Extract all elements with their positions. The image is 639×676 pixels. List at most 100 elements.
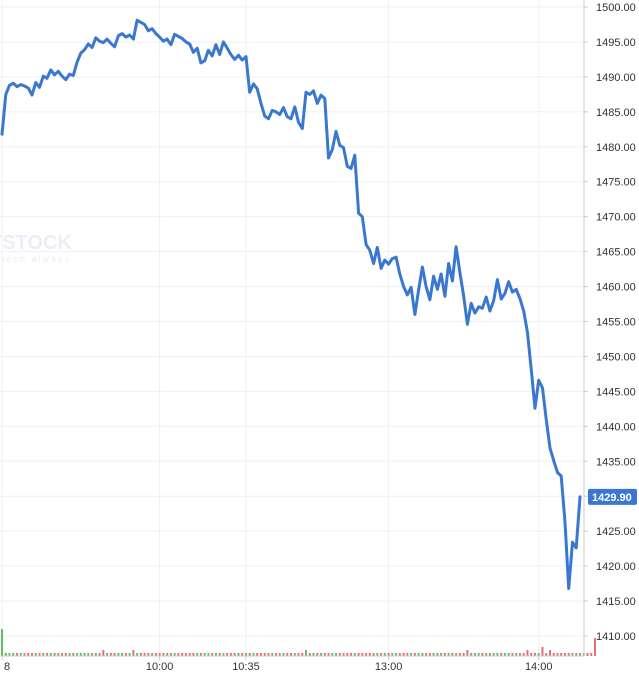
- volume-bar: [338, 653, 341, 656]
- volume-bars: [1, 629, 597, 656]
- volume-bar: [53, 653, 56, 656]
- volume-bar: [121, 653, 124, 656]
- volume-bar: [530, 653, 533, 656]
- x-axis: 8 10:00 10:35 13:00 14:00: [1, 656, 553, 673]
- volume-bar: [548, 650, 551, 656]
- watermark-sub: tech always: [2, 254, 71, 264]
- volume-bar: [353, 653, 356, 656]
- volume-bar: [537, 653, 540, 656]
- volume-bar: [237, 653, 240, 656]
- volume-bar: [376, 653, 379, 656]
- volume-bar: [428, 653, 431, 656]
- volume-bar: [391, 653, 394, 656]
- volume-bar: [132, 650, 135, 656]
- volume-bar: [492, 653, 495, 656]
- volume-bar: [522, 653, 525, 656]
- volume-bar: [271, 653, 274, 656]
- y-tick-label: 1445.00: [596, 386, 636, 398]
- volume-bar: [256, 653, 259, 656]
- volume-bar: [380, 653, 383, 656]
- volume-bar: [286, 653, 289, 656]
- volume-bar: [496, 653, 499, 656]
- y-tick-label: 1465.00: [596, 247, 636, 259]
- volume-bar: [383, 653, 386, 656]
- y-tick-label: 1455.00: [596, 317, 636, 329]
- volume-bar: [169, 653, 172, 656]
- volume-bar: [515, 653, 518, 656]
- volume-bar: [511, 653, 514, 656]
- volume-bar: [222, 653, 225, 656]
- volume-bar: [421, 653, 424, 656]
- volume-bar: [252, 653, 255, 656]
- volume-bar: [214, 653, 217, 656]
- volume-bar: [500, 653, 503, 656]
- volume-bar: [398, 653, 401, 656]
- volume-bar: [38, 653, 41, 656]
- volume-bar: [49, 653, 52, 656]
- y-tick-label: 1460.00: [596, 282, 636, 294]
- y-tick-label: 1435.00: [596, 456, 636, 468]
- volume-bar: [443, 653, 446, 656]
- volume-bar: [278, 653, 281, 656]
- volume-bar: [8, 653, 11, 656]
- volume-bar: [94, 653, 97, 656]
- volume-bar: [425, 653, 428, 656]
- price-line: [0, 18, 582, 590]
- volume-bar: [124, 653, 127, 656]
- volume-bar: [181, 653, 184, 656]
- volume-bar: [31, 653, 34, 656]
- watermark-main: TSTOCK: [0, 232, 72, 254]
- y-tick-label: 1470.00: [596, 212, 636, 224]
- volume-bar: [365, 653, 368, 656]
- volume-bar: [136, 653, 139, 656]
- volume-bar: [563, 653, 566, 656]
- watermark: TSTOCK tech always: [0, 232, 72, 264]
- x-tick-label: 14:00: [525, 661, 553, 673]
- y-axis: 1410.001415.001420.001425.001430.001435.…: [0, 0, 636, 657]
- x-tick-label: 8: [4, 661, 10, 673]
- x-tick-label: 13:00: [375, 661, 403, 673]
- volume-bar: [106, 653, 109, 656]
- volume-bar: [308, 653, 311, 656]
- volume-bar: [316, 653, 319, 656]
- volume-bar: [387, 653, 390, 656]
- volume-bar: [259, 653, 262, 656]
- volume-bar: [139, 653, 142, 656]
- volume-bar: [342, 653, 345, 656]
- volume-bar: [402, 653, 405, 656]
- volume-bar: [410, 653, 413, 656]
- volume-bar: [481, 653, 484, 656]
- volume-bar: [61, 653, 64, 656]
- volume-bar: [226, 653, 229, 656]
- volume-bar: [331, 653, 334, 656]
- volume-bar: [184, 653, 187, 656]
- volume-bar: [196, 653, 199, 656]
- volume-bar: [211, 653, 214, 656]
- volume-bar: [455, 653, 458, 656]
- y-tick-label: 1440.00: [596, 421, 636, 433]
- volume-bar: [154, 653, 157, 656]
- volume-bar: [23, 653, 26, 656]
- volume-bar: [312, 653, 315, 656]
- volume-bar: [83, 653, 86, 656]
- volume-bar: [346, 653, 349, 656]
- volume-bar: [274, 653, 277, 656]
- volume-bar: [16, 653, 19, 656]
- volume-bar: [586, 653, 589, 656]
- volume-bar: [451, 653, 454, 656]
- volume-bar: [290, 653, 292, 656]
- volume-bar: [68, 653, 71, 656]
- volume-bar: [199, 653, 202, 656]
- price-series: [0, 18, 582, 590]
- volume-bar: [507, 653, 510, 656]
- volume-bar: [166, 653, 169, 656]
- volume-bar: [128, 653, 131, 656]
- volume-bar: [241, 653, 244, 656]
- volume-bar: [320, 653, 323, 656]
- y-tick-label: 1450.00: [596, 351, 636, 363]
- volume-bar: [579, 653, 581, 656]
- volume-bar: [19, 653, 22, 656]
- volume-bar: [203, 653, 206, 656]
- volume-bar: [91, 653, 94, 656]
